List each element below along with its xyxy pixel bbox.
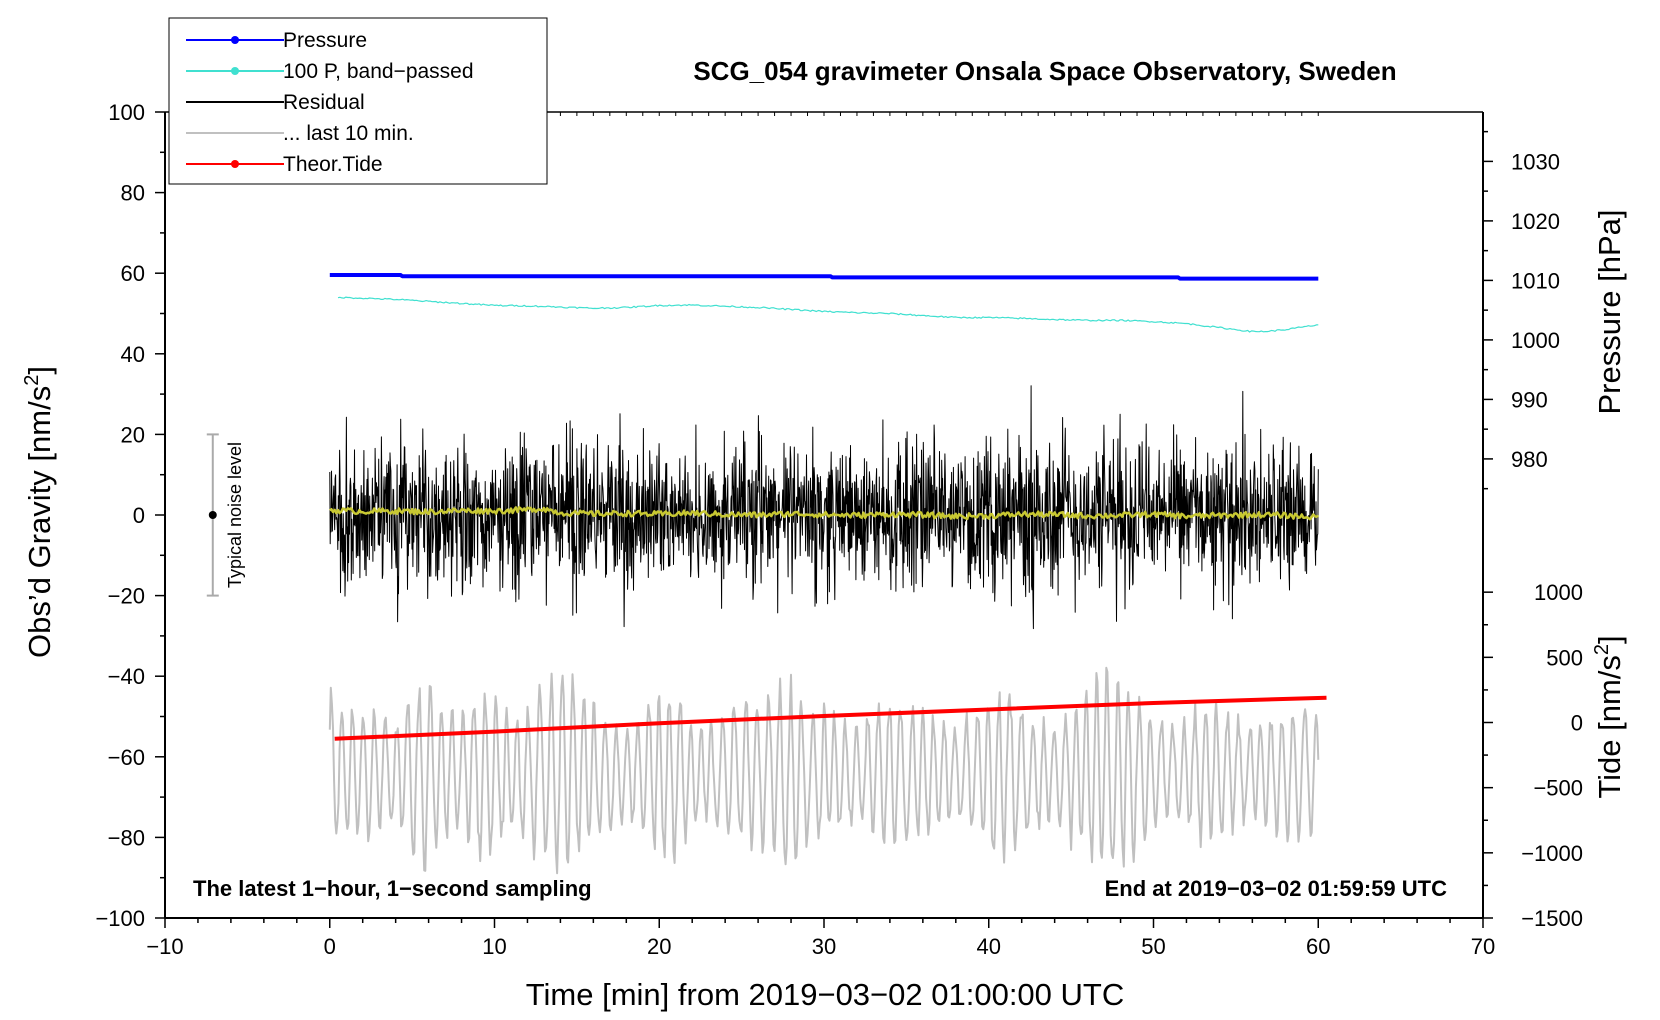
legend-marker — [231, 160, 239, 168]
tide-tick-label: −1000 — [1521, 841, 1583, 866]
chart-title: SCG_054 gravimeter Onsala Space Observat… — [693, 56, 1396, 86]
y-tick-label: −20 — [108, 584, 145, 609]
y-tick-label: 80 — [121, 181, 145, 206]
x-tick-label: 50 — [1141, 934, 1165, 959]
pressure-tick-label: 1020 — [1511, 209, 1560, 234]
pressure-tick-label: 990 — [1511, 387, 1548, 412]
y-tick-label: −40 — [108, 664, 145, 689]
x-tick-label: 70 — [1471, 934, 1495, 959]
x-tick-label: 60 — [1306, 934, 1330, 959]
y-tick-label: −100 — [95, 906, 145, 931]
tide-title-end: ] — [1592, 635, 1627, 644]
y-axis-title-end: ] — [22, 366, 57, 375]
y-axis-title-gravity: Obs’d Gravity [nm/s2] — [21, 366, 57, 658]
sampling-annotation: The latest 1−hour, 1−second sampling — [193, 876, 592, 901]
legend-label: ... last 10 min. — [283, 122, 414, 145]
y-tick-label: 100 — [108, 100, 145, 125]
y-tick-label: 0 — [133, 503, 145, 528]
legend-label: Theor.Tide — [283, 153, 383, 176]
series-theor-tide-line — [334, 695, 1327, 741]
series-residual-smoothed-line — [329, 506, 1320, 521]
tide-tick-label: 1000 — [1534, 580, 1583, 605]
tide-tick-label: −1500 — [1521, 906, 1583, 931]
tide-tick-label: 0 — [1571, 711, 1583, 736]
x-tick-label: 20 — [647, 934, 671, 959]
y-tick-label: −80 — [108, 825, 145, 850]
tide-tick-label: −500 — [1533, 776, 1583, 801]
y-axis-title-pressure: Pressure [hPa] — [1592, 209, 1627, 414]
tide-tick-label: 500 — [1546, 645, 1583, 670]
y-tick-label: 40 — [121, 342, 145, 367]
series-band-passed-line — [337, 296, 1319, 333]
pressure-tick-label: 1010 — [1511, 268, 1560, 293]
y-axis-title-main: Obs’d Gravity [nm/s — [22, 386, 57, 658]
legend: Pressure 100 P, band−passed Residual ... la… — [168, 17, 548, 185]
x-tick-label: −10 — [146, 934, 183, 959]
legend-marker — [231, 36, 239, 44]
y-axis-title-tide: Tide [nm/s2] — [1591, 635, 1627, 798]
x-tick-label: 10 — [482, 934, 506, 959]
x-tick-label: 40 — [977, 934, 1001, 959]
series-pressure-line — [329, 273, 1319, 281]
plot-data-layer — [328, 273, 1327, 875]
y-tick-label: 60 — [121, 261, 145, 286]
axes-layer: −10 0 10 20 30 40 50 60 70−100−80−60−40−20020406… — [95, 100, 1583, 959]
x-tick-label: 0 — [324, 934, 336, 959]
tide-title-sup: 2 — [1591, 644, 1613, 655]
noise-level-label: Typical noise level — [225, 442, 245, 588]
pressure-tick-label: 1000 — [1511, 328, 1560, 353]
legend-marker — [231, 67, 239, 75]
y-axis-title-sup: 2 — [21, 375, 43, 386]
annotation-layer: SCG_054 gravimeter Onsala Space Observat… — [21, 56, 1627, 1012]
pressure-tick-label: 980 — [1511, 447, 1548, 472]
legend-label: 100 P, band−passed — [283, 60, 474, 83]
end-time-annotation: End at 2019−03−02 01:59:59 UTC — [1105, 876, 1448, 901]
tide-title-main: Tide [nm/s — [1592, 655, 1627, 799]
series-last-10-min-line — [328, 666, 1320, 875]
y-tick-label: 20 — [121, 422, 145, 447]
legend-label: Residual — [283, 91, 365, 114]
x-tick-label: 30 — [812, 934, 836, 959]
noise-level-dot — [208, 511, 217, 519]
y-tick-label: −60 — [108, 745, 145, 770]
noise-indicator: Typical noise level — [206, 433, 245, 597]
legend-label: Pressure — [283, 29, 367, 52]
pressure-tick-label: 1030 — [1511, 149, 1560, 174]
x-axis-title: Time [min] from 2019−03−02 01:00:00 UTC — [526, 977, 1125, 1012]
